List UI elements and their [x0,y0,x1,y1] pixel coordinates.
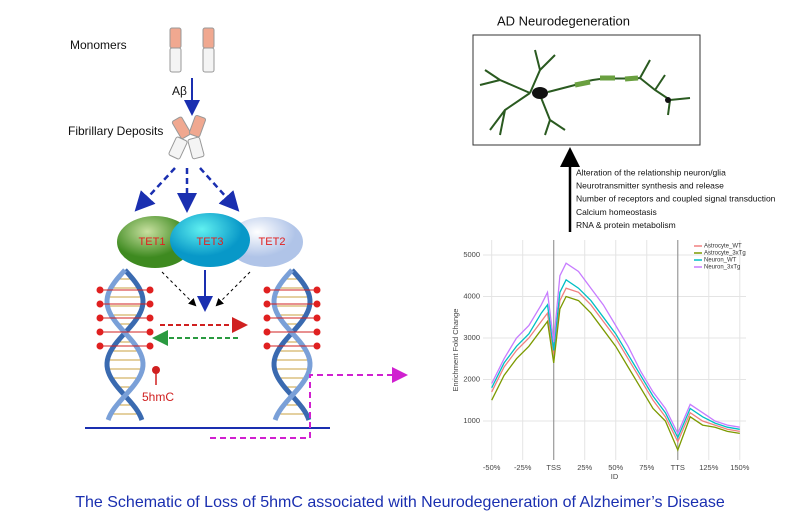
y-tick-label: 3000 [463,333,480,342]
plot-area [483,240,746,460]
arrow [210,367,408,439]
y-axis-label: Enrichment Fold Change [451,309,460,392]
strand [104,268,146,421]
y-tick-label: 5000 [463,250,480,259]
mark-dot [96,314,104,322]
legend-label: Astrocyte_3xTg [704,251,746,257]
dna-helices [96,268,321,421]
series-line [491,278,740,440]
mark-dot [313,328,321,336]
mark-dot [146,286,154,294]
mark-dot [263,328,271,336]
deposit-icon [168,114,206,160]
monomers-label: Monomers [70,38,127,52]
x-tick-label: 25% [577,463,592,472]
outcome-title: AD Neurodegeneration [497,13,630,28]
effects-list: Alteration of the relationship neuron/gl… [576,167,776,230]
x-tick-label: 50% [608,463,623,472]
mark-dot [146,314,154,322]
series-line [491,262,740,435]
mark-dot [313,314,321,322]
mark-dot [263,342,271,350]
enzyme-label: TET3 [197,236,224,248]
x-tick-label: 150% [730,463,750,472]
dashed-arrows [134,167,240,213]
strand [271,268,313,421]
effect-item: RNA & protein metabolism [576,220,676,230]
mark-dot [96,328,104,336]
mark-dot [146,328,154,336]
effect-item: Alteration of the relationship neuron/gl… [576,167,726,177]
series-line [491,295,740,452]
effect-item: Calcium homeostasis [576,207,657,217]
mark-dot [96,286,104,294]
arrow [215,271,251,307]
mark-dot [146,300,154,308]
abeta-label: Aβ [172,84,187,98]
mark-dot [313,342,321,350]
mark-dot [263,314,271,322]
x-tick-label: -50% [483,463,501,472]
neuron-box [472,34,701,146]
x-axis-label: ID [611,472,619,481]
x-tick-label: TSS [546,463,561,472]
series-line [491,287,740,444]
y-tick-label: 1000 [463,416,480,425]
legend-label: Neuron_3xTg [704,265,740,271]
mark-dot [146,342,154,350]
legend-label: Neuron_WT [704,258,737,264]
x-tick-label: -25% [514,463,532,472]
mark-dot [96,342,104,350]
mark-dot [313,300,321,308]
caption: The Schematic of Loss of 5hmC associated… [75,494,725,511]
chart: 1000 2000 3000 4000 5000 -50% -25% TSS 25% 50% 75%… [451,240,750,481]
effect-item: Number of receptors and coupled signal t… [576,194,776,204]
arrow [161,271,197,307]
x-tick-label: 75% [639,463,654,472]
x-tick-label: TTS [671,463,685,472]
mark-dot [263,300,271,308]
enzyme-label: TET1 [139,236,166,248]
5hmc-icon [152,366,160,374]
y-tick-label: 4000 [463,291,480,300]
deposits-label: Fibrillary Deposits [68,124,163,138]
monomer-icons [169,27,215,73]
enzyme [170,213,250,267]
legend-label: Astrocyte_WT [704,244,742,250]
mark-dot [263,286,271,294]
mark-dot [313,286,321,294]
effect-item: Neurotransmitter synthesis and release [576,180,724,190]
y-tick-label: 2000 [463,374,480,383]
neuron-drawing [479,49,691,136]
enzyme-label: TET2 [259,236,286,248]
mark-dot [96,300,104,308]
mark-label: 5hmC [142,390,174,404]
x-tick-label: 125% [699,463,719,472]
